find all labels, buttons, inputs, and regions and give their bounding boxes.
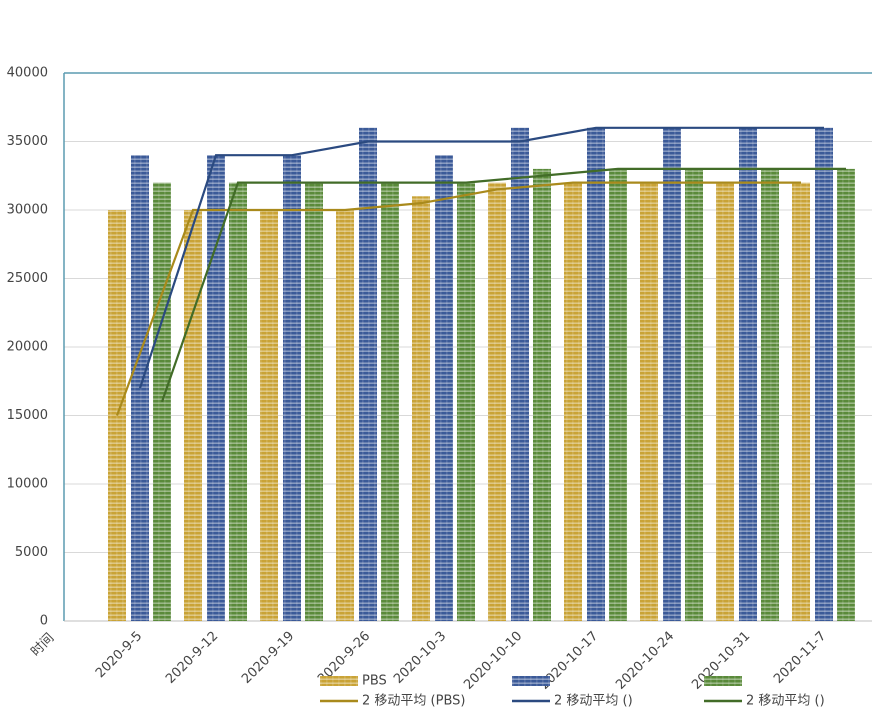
trendline bbox=[115, 181, 801, 416]
bar bbox=[716, 182, 734, 621]
y-tick-label: 40000 bbox=[7, 66, 48, 81]
y-tick-label: 0 bbox=[40, 614, 48, 629]
x-tick-label: 2020-9-12 bbox=[163, 629, 221, 687]
bar bbox=[761, 168, 779, 621]
bar bbox=[815, 127, 833, 622]
bar bbox=[837, 168, 855, 621]
bar bbox=[305, 182, 323, 621]
bar bbox=[412, 196, 430, 622]
trendline bbox=[160, 167, 846, 403]
bar bbox=[792, 182, 810, 621]
legend-swatch bbox=[512, 676, 550, 686]
bar bbox=[283, 155, 301, 621]
y-tick-label: 15000 bbox=[7, 408, 48, 423]
legend-label: 2 移动平均 () bbox=[746, 694, 825, 709]
y-tick-label: 35000 bbox=[7, 134, 48, 149]
bar bbox=[739, 127, 757, 622]
legend-label: 2 移动平均 (PBS) bbox=[362, 694, 465, 709]
x-axis-title: 时间 bbox=[28, 631, 57, 660]
legend-swatch bbox=[704, 676, 742, 686]
y-tick-label: 5000 bbox=[15, 545, 48, 560]
x-tick-label: 2020-10-3 bbox=[391, 629, 449, 687]
bar bbox=[207, 155, 225, 621]
trendline bbox=[138, 126, 824, 389]
y-tick-label: 30000 bbox=[7, 203, 48, 218]
bar bbox=[359, 127, 377, 622]
legend-label: 2 移动平均 () bbox=[554, 694, 633, 709]
x-tick-label: 2020-10-24 bbox=[613, 629, 677, 693]
bar bbox=[511, 127, 529, 622]
x-tick-label: 2020-9-5 bbox=[93, 629, 145, 681]
y-tick-label: 10000 bbox=[7, 477, 48, 492]
bar bbox=[587, 127, 605, 622]
bar bbox=[260, 210, 278, 621]
x-tick-label: 2020-11-7 bbox=[771, 629, 829, 687]
legend-label: PBS bbox=[362, 674, 387, 689]
bar bbox=[533, 168, 551, 621]
legend-swatch bbox=[320, 676, 358, 686]
bar bbox=[184, 210, 202, 621]
y-tick-label: 25000 bbox=[7, 271, 48, 286]
bar bbox=[663, 127, 681, 622]
bar bbox=[381, 182, 399, 621]
bar bbox=[336, 210, 354, 621]
x-tick-label: 2020-9-19 bbox=[239, 629, 297, 687]
bar bbox=[564, 182, 582, 621]
bar bbox=[488, 182, 506, 621]
bar bbox=[640, 182, 658, 621]
y-tick-label: 20000 bbox=[7, 340, 48, 355]
bar bbox=[435, 155, 453, 621]
bar bbox=[457, 182, 475, 621]
bar bbox=[685, 168, 703, 621]
bar bbox=[229, 182, 247, 621]
bar bbox=[609, 168, 627, 621]
